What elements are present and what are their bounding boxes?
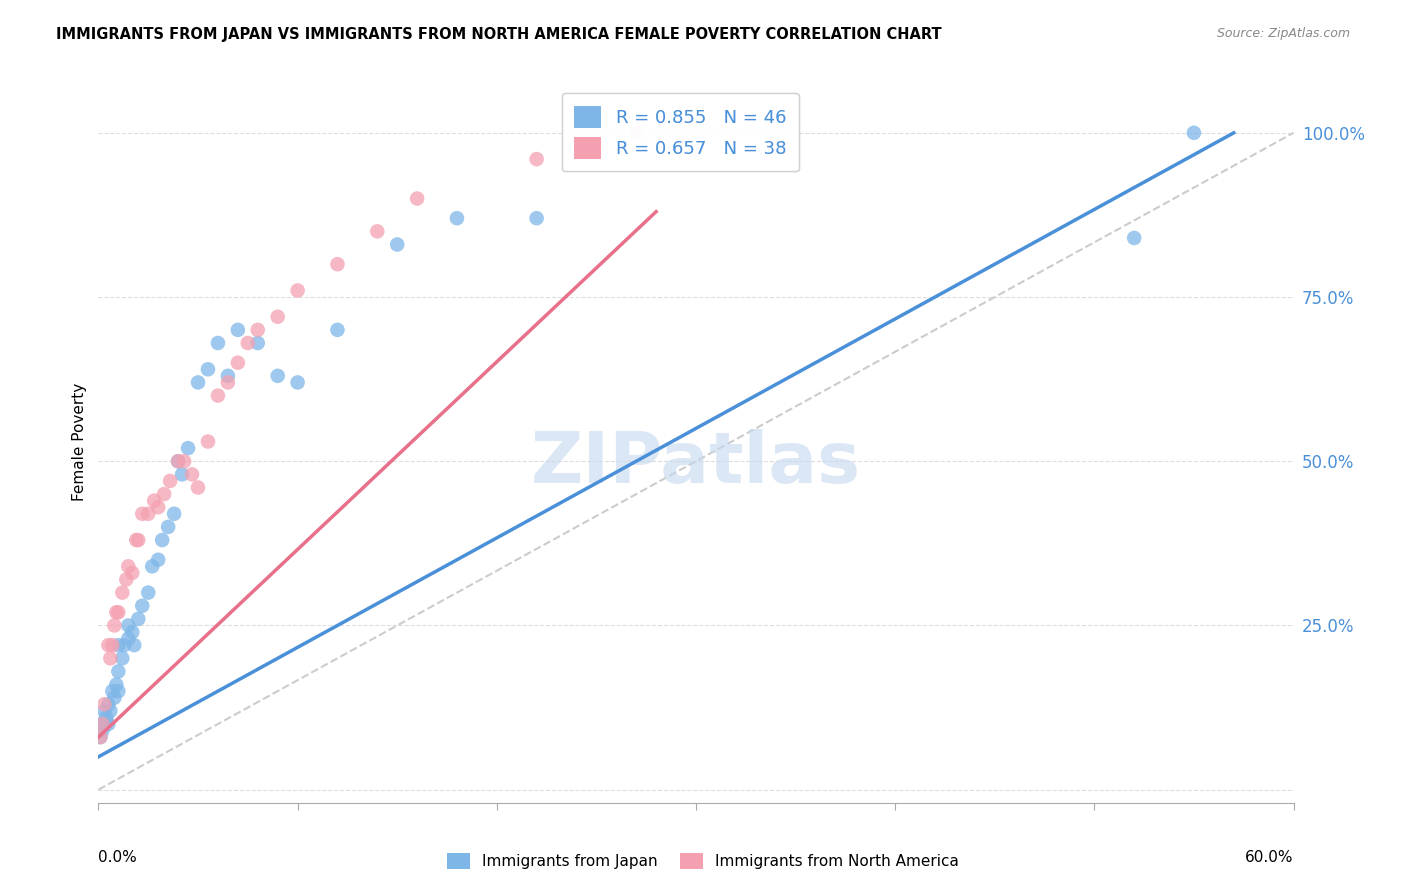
Legend: Immigrants from Japan, Immigrants from North America: Immigrants from Japan, Immigrants from N… [440,847,966,875]
Point [124,638,146,652]
Point [1182,126,1205,140]
Legend: R = 0.855   N = 46, R = 0.657   N = 38: R = 0.855 N = 46, R = 0.657 N = 38 [561,93,799,171]
Point [181,467,204,482]
Point [150,533,173,547]
Point [246,336,269,351]
Point [107,638,129,652]
Point [173,454,195,468]
Point [125,533,148,547]
Point [96,710,118,724]
Point [207,336,229,351]
Point [197,362,219,376]
Point [526,211,548,226]
Point [97,698,120,712]
Point [406,192,429,206]
Point [107,684,129,698]
Point [103,618,125,632]
Point [117,632,139,646]
Point [197,434,219,449]
Point [167,454,190,468]
Point [115,573,138,587]
Point [167,454,190,468]
Point [217,368,239,383]
Point [93,717,115,731]
Point [89,730,111,744]
Point [103,690,125,705]
Point [127,612,149,626]
Point [153,487,176,501]
Point [97,717,120,731]
Point [148,500,170,515]
Point [159,474,181,488]
Point [177,441,200,455]
Point [226,356,249,370]
Point [111,585,134,599]
Text: Source: ZipAtlas.com: Source: ZipAtlas.com [1216,27,1350,40]
Point [217,376,239,390]
Point [121,566,143,580]
Point [366,224,388,238]
Point [526,152,548,166]
Point [157,520,180,534]
Point [136,507,159,521]
Point [246,323,269,337]
Point [326,257,349,271]
Point [1123,231,1146,245]
Point [93,704,115,718]
Text: 0.0%: 0.0% [98,850,138,864]
Text: IMMIGRANTS FROM JAPAN VS IMMIGRANTS FROM NORTH AMERICA FEMALE POVERTY CORRELATIO: IMMIGRANTS FROM JAPAN VS IMMIGRANTS FROM… [56,27,942,42]
Point [131,599,153,613]
Point [101,638,124,652]
Point [111,651,134,665]
Point [326,323,349,337]
Point [446,211,468,226]
Point [117,618,139,632]
Point [267,310,290,324]
Point [112,638,135,652]
Point [187,376,209,390]
Point [207,388,229,402]
Point [131,507,153,521]
Point [105,677,128,691]
Point [93,698,115,712]
Point [187,481,209,495]
Point [89,730,111,744]
Point [105,605,128,619]
Point [148,553,170,567]
Point [101,684,124,698]
Point [226,323,249,337]
Point [267,368,290,383]
Point [107,605,129,619]
Point [287,284,309,298]
Point [136,585,159,599]
Point [98,651,122,665]
Point [91,723,114,738]
Point [97,638,120,652]
Point [117,559,139,574]
Point [626,126,648,140]
Point [127,533,149,547]
Text: ZIPatlas: ZIPatlas [531,429,860,498]
Point [89,717,111,731]
Point [141,559,163,574]
Point [98,704,122,718]
Y-axis label: Female Poverty: Female Poverty [72,383,87,500]
Point [91,717,114,731]
Point [121,625,143,640]
Point [385,237,409,252]
Point [107,665,129,679]
Point [143,493,166,508]
Point [236,336,259,351]
Point [163,507,186,521]
Text: 60.0%: 60.0% [1246,850,1294,864]
Point [172,467,194,482]
Point [287,376,309,390]
